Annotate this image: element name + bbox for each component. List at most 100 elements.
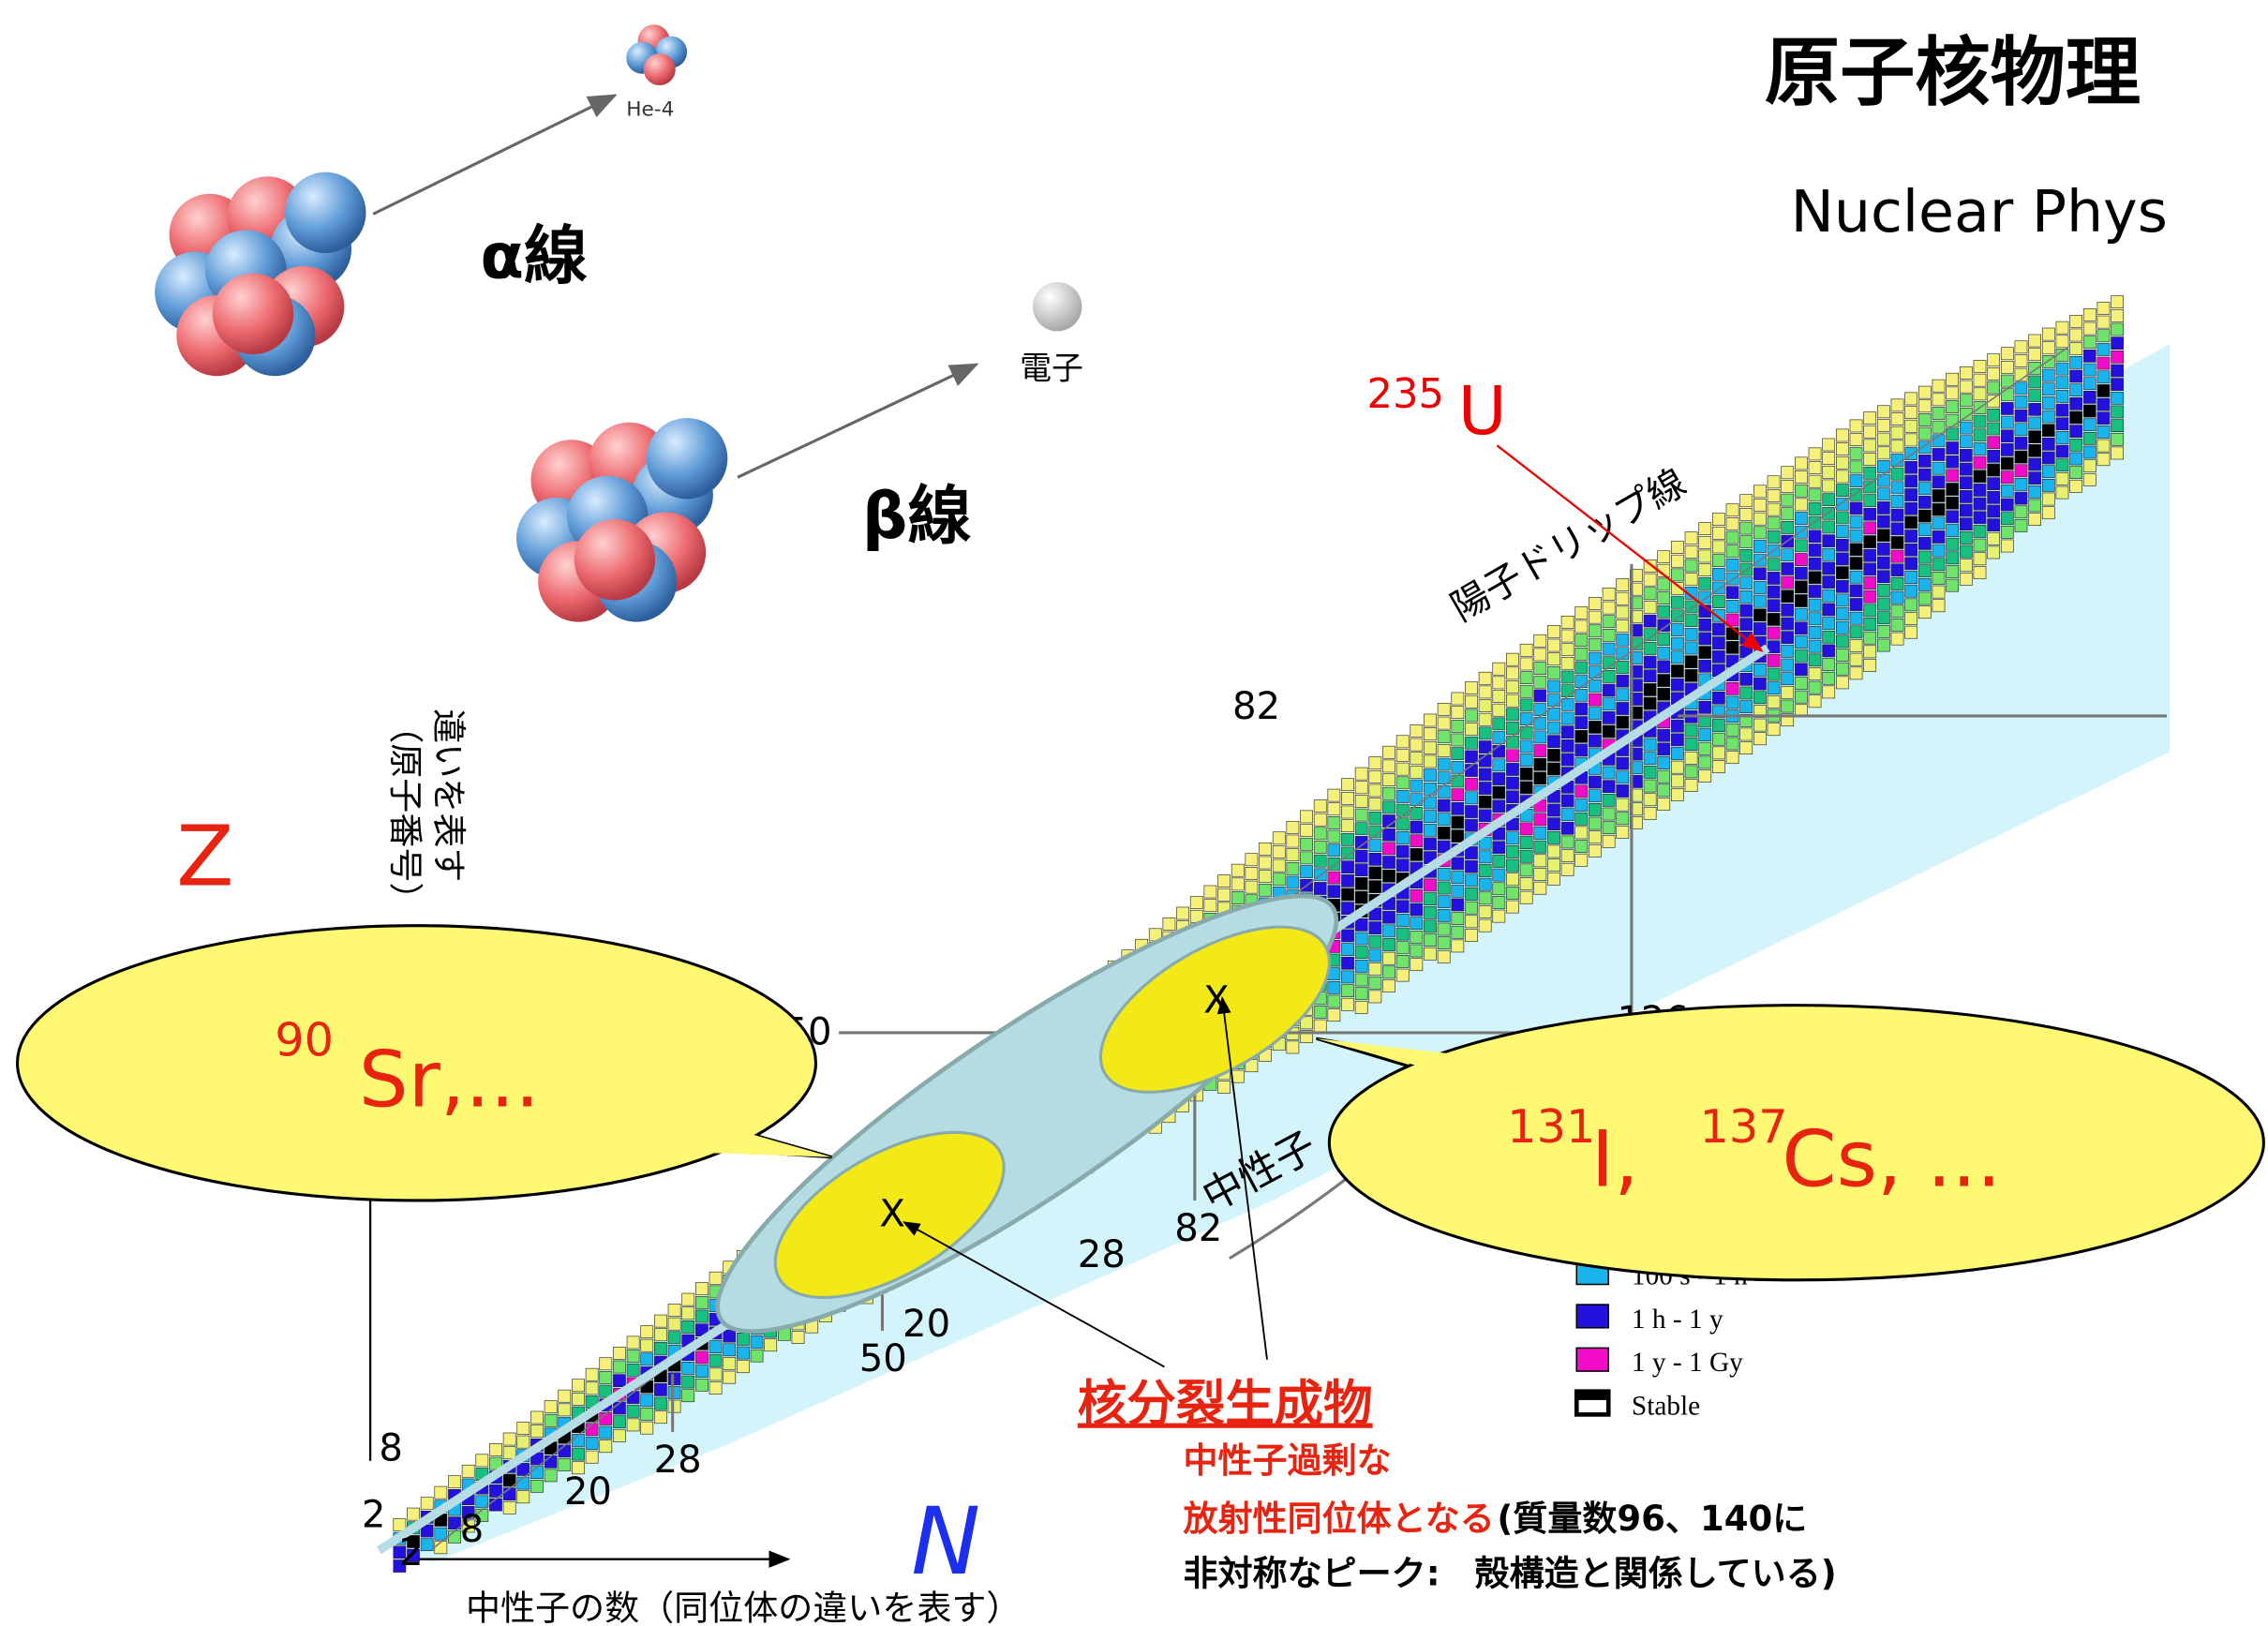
nuclide-cell [1382, 979, 1395, 992]
nuclide-cell [1643, 628, 1657, 642]
nuclide-cell [1327, 802, 1341, 816]
nuclide-cell [667, 1386, 681, 1399]
nuclide-cell [585, 1450, 599, 1464]
nuclide-cell [2000, 402, 2014, 415]
nuclide-cell [1822, 561, 1836, 575]
nuclide-cell [1808, 626, 1822, 639]
nuclide-cell [2096, 425, 2111, 439]
nuclide-cell [1602, 711, 1616, 724]
nuclide-cell [558, 1403, 572, 1417]
nuclide-cell [1822, 452, 1836, 466]
nuclide-cell [709, 1340, 723, 1353]
nuclide-cell [1753, 664, 1767, 677]
nuclide-cell [1437, 881, 1451, 895]
nuclide-cell [1313, 1006, 1327, 1019]
nuclide-cell [1795, 470, 1808, 484]
nuclide-cell [1987, 395, 2001, 409]
nuclide-cell [1987, 367, 2001, 380]
nuclide-cell [2014, 409, 2028, 423]
nuclide-cell [2028, 430, 2041, 444]
nuclide-cell [1767, 626, 1781, 640]
cs-text: Cs, ... [1782, 1114, 2001, 1205]
nuclide-cell [1876, 570, 1890, 584]
nuclide-cell [1341, 984, 1354, 997]
nuclide-cell [1822, 547, 1836, 561]
nuclide-cell [2028, 485, 2041, 499]
nuclide-cell [1876, 405, 1890, 419]
nuclide-cell [1368, 866, 1382, 880]
nuclide-cell [1959, 544, 1973, 559]
nuclide-cell [1616, 784, 1630, 798]
nuclide-cell [585, 1437, 599, 1450]
nuclide-cell [1835, 649, 1849, 662]
nuclide-cell [1946, 551, 1960, 565]
nuclide-cell [681, 1362, 695, 1375]
nuclide-cell [2082, 418, 2096, 432]
nuclide-cell [1849, 570, 1863, 584]
nuclide-cell [1959, 490, 1973, 503]
nuclide-cell [1437, 922, 1451, 936]
nuclide-cell [1904, 557, 1918, 571]
nuclide-cell [2041, 410, 2055, 424]
nuclide-cell [1671, 554, 1684, 568]
nuclide-cell [1835, 470, 1849, 484]
nuclide-cell [1410, 766, 1424, 779]
nuclide-cell [1849, 652, 1863, 666]
nuclide-cell [2082, 431, 2096, 445]
nuclide-cell [1437, 813, 1451, 827]
nuclide-cell [1684, 668, 1698, 682]
nuclide-cell [1589, 721, 1602, 734]
nuclide-cell [1698, 576, 1712, 590]
nuclide-cell [1354, 973, 1368, 987]
nuclide-cell [1259, 856, 1272, 870]
nuclide-cell [1602, 766, 1616, 780]
nuclide-cell [1245, 853, 1259, 867]
nuclide-cell [1946, 386, 1960, 400]
callout-tail [1316, 1038, 1533, 1078]
nuclide-cell [1286, 848, 1300, 862]
nuclide-cell [2055, 321, 2069, 335]
nuclide-cell [2041, 327, 2055, 341]
nuclide-cell [1863, 645, 1877, 659]
nuclide-cell [1506, 873, 1519, 887]
nuclide-cell [1767, 640, 1781, 654]
nuclide-cell [1904, 543, 1918, 557]
nuclide-cell [667, 1304, 681, 1317]
nuclide-cell [1946, 483, 1960, 496]
nuclide-cell [1533, 881, 1547, 895]
nuclide-cell [1395, 968, 1410, 982]
nuclide-cell [1478, 905, 1492, 918]
nuclide-cell [1560, 862, 1574, 876]
nuclide-cell [723, 1370, 737, 1384]
nuclide-cell [1519, 849, 1533, 863]
nuclide-cell [1917, 537, 1932, 550]
nuclide-cell [1671, 733, 1684, 747]
nuclide-cell [1465, 873, 1478, 888]
nuclide-cell [2082, 350, 2096, 363]
nuclide-cell [1822, 575, 1836, 589]
nuclide-cell [1876, 487, 1890, 501]
nuclide-cell [502, 1446, 516, 1460]
callout-tail [621, 1113, 832, 1157]
nuclide-cell [2000, 512, 2014, 526]
nuclide-cell [502, 1487, 516, 1501]
legend-swatch [1575, 1304, 1609, 1329]
nuclide-cell [1725, 600, 1739, 613]
nuclide-cell [1781, 617, 1795, 631]
nuclide-cell [1589, 638, 1602, 651]
nuclide-cell [1602, 670, 1616, 683]
nuclide-cell [1259, 842, 1272, 856]
nuclide-cell [1795, 635, 1808, 649]
nuclide-cell [1368, 934, 1382, 948]
nuclide-cell [791, 1331, 805, 1344]
nuclide-cell [1917, 591, 1932, 605]
nuclide-cell [1698, 728, 1712, 741]
nuclide-cell [1712, 760, 1725, 773]
nuclide-cell [1465, 750, 1478, 764]
peak-marker: X [879, 1193, 904, 1236]
nuclide-cell [1959, 503, 1973, 517]
nucleon [574, 519, 656, 601]
nuclide-cell [1795, 607, 1808, 621]
nuclide-cell [1753, 512, 1767, 526]
